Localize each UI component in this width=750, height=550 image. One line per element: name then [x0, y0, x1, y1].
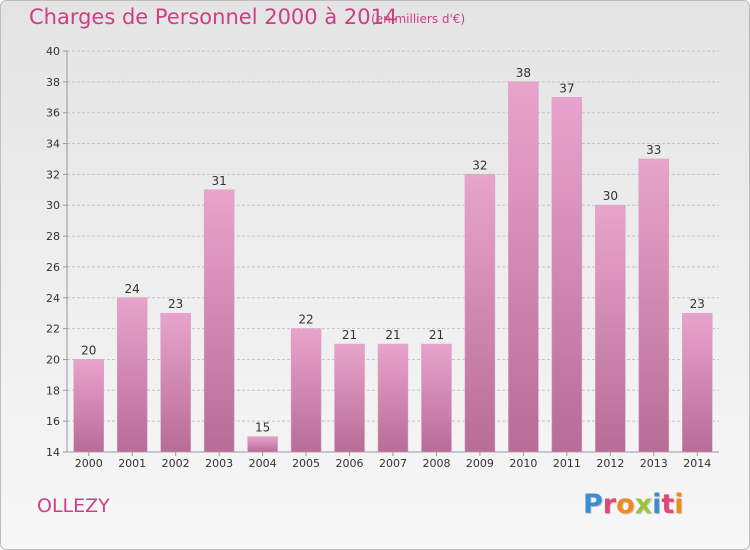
y-tick-label: 16 [46, 415, 60, 428]
x-tick-label: 2000 [75, 457, 103, 470]
logo-letter: P [583, 489, 603, 520]
bar-value-label: 37 [559, 81, 574, 95]
commune-name: OLLEZY [37, 495, 110, 517]
logo-letter: i [652, 489, 662, 520]
bar-2014[interactable] [682, 312, 713, 453]
x-tick-label: 2012 [596, 457, 624, 470]
logo-letter: x [634, 489, 653, 520]
x-tick-label: 2003 [205, 457, 233, 470]
y-tick-label: 14 [46, 446, 60, 459]
y-tick-label: 34 [46, 138, 60, 151]
x-tick-label: 2013 [640, 457, 668, 470]
bar-2001[interactable] [116, 297, 148, 453]
bar-2010[interactable] [508, 81, 539, 453]
y-tick-label: 40 [46, 45, 60, 58]
x-tick-label: 2014 [683, 457, 711, 470]
y-tick-label: 28 [46, 230, 60, 243]
bar-2002[interactable] [160, 312, 191, 453]
bar-value-label: 32 [472, 158, 487, 172]
logo-letter: t [661, 489, 675, 520]
bar-value-label: 21 [342, 328, 357, 342]
x-tick-label: 2006 [336, 457, 364, 470]
chart-subtitle: (en milliers d'€) [371, 12, 466, 26]
x-tick-label: 2001 [118, 457, 146, 470]
bar-value-label: 20 [81, 343, 96, 357]
y-tick-label: 18 [46, 384, 60, 397]
bar-value-label: 23 [690, 297, 705, 311]
bar-2013[interactable] [638, 158, 670, 453]
bar-2004[interactable] [247, 436, 278, 453]
bar-value-label: 23 [168, 297, 183, 311]
bar-2007[interactable] [377, 343, 409, 453]
bar-2009[interactable] [464, 174, 496, 453]
bar-value-label: 33 [646, 143, 661, 157]
bar-2003[interactable] [203, 189, 235, 453]
y-tick-label: 30 [46, 199, 60, 212]
y-tick-label: 20 [46, 353, 60, 366]
bar-2012[interactable] [595, 204, 626, 453]
x-tick-label: 2004 [249, 457, 277, 470]
bar-value-label: 15 [255, 421, 270, 435]
x-tick-label: 2011 [553, 457, 581, 470]
x-tick-label: 2010 [509, 457, 537, 470]
bar-value-label: 21 [385, 328, 400, 342]
bar-value-label: 24 [125, 282, 140, 296]
bar-2006[interactable] [334, 343, 365, 453]
chart-title: Charges de Personnel 2000 à 2014 [29, 5, 398, 29]
logo-letter: o [616, 489, 635, 520]
x-tick-label: 2005 [292, 457, 320, 470]
y-tick-label: 24 [46, 292, 60, 305]
bar-2008[interactable] [421, 343, 452, 453]
logo-letter: r [602, 489, 617, 520]
x-tick-label: 2009 [466, 457, 494, 470]
x-tick-label: 2002 [162, 457, 190, 470]
bar-2000[interactable] [73, 359, 104, 453]
x-tick-label: 2007 [379, 457, 407, 470]
y-tick-label: 36 [46, 107, 60, 120]
bar-2011[interactable] [551, 97, 583, 453]
bar-value-label: 22 [298, 313, 313, 327]
bar-value-label: 38 [516, 66, 531, 80]
bar-value-label: 31 [211, 174, 226, 188]
x-tick-label: 2008 [422, 457, 450, 470]
y-tick-label: 22 [46, 323, 60, 336]
bar-2005[interactable] [290, 328, 322, 453]
bar-value-label: 21 [429, 328, 444, 342]
logo-letter: i [674, 489, 684, 520]
y-tick-label: 38 [46, 76, 60, 89]
bar-value-label: 30 [603, 189, 618, 203]
proxiti-logo[interactable]: Proxiti [583, 489, 684, 520]
y-tick-label: 32 [46, 168, 60, 181]
y-tick-label: 26 [46, 261, 60, 274]
